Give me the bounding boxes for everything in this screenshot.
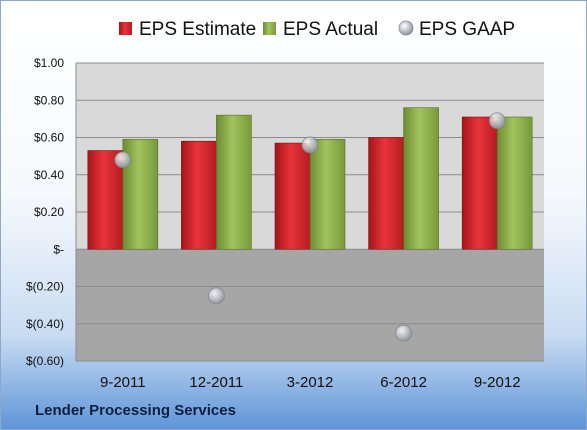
- x-tick-label: 9-2011: [100, 374, 146, 391]
- company-name: Lender Processing Services: [35, 402, 236, 419]
- bar-eps-estimate: [368, 137, 404, 250]
- legend-swatch: [263, 22, 276, 35]
- x-tick-label: 9-2012: [474, 374, 521, 391]
- y-tick-label: $0.60: [34, 131, 64, 145]
- x-tick-label: 12-2011: [189, 374, 243, 391]
- y-tick-label: $-: [53, 242, 64, 256]
- y-tick-label: $1.00: [34, 56, 64, 70]
- y-tick-label: $(0.40): [26, 317, 64, 331]
- point-eps-gaap: [114, 151, 132, 169]
- legend-label: EPS GAAP: [419, 19, 515, 40]
- bar-eps-estimate: [181, 140, 217, 250]
- y-tick-label: $0.20: [34, 205, 64, 219]
- legend-swatch: [119, 22, 132, 35]
- legend-label: EPS Estimate: [139, 19, 256, 40]
- point-eps-gaap: [301, 136, 319, 154]
- legend-label: EPS Actual: [283, 19, 378, 40]
- y-tick-label: $0.80: [34, 93, 64, 107]
- bar-eps-actual: [216, 114, 252, 250]
- y-tick-label: $(0.60): [26, 354, 64, 368]
- x-tick-label: 6-2012: [380, 374, 427, 391]
- point-eps-gaap: [395, 324, 413, 342]
- bar-eps-actual: [403, 107, 439, 250]
- y-tick-label: $0.40: [34, 168, 64, 182]
- point-eps-gaap: [207, 287, 225, 305]
- bar-eps-estimate: [87, 150, 124, 250]
- bar-eps-actual: [309, 139, 346, 250]
- point-eps-gaap: [488, 112, 506, 130]
- bar-eps-estimate: [461, 116, 498, 250]
- bar-eps-estimate: [274, 142, 311, 250]
- y-tick-label: $(0.20): [26, 280, 64, 294]
- bar-eps-actual: [496, 116, 533, 250]
- x-tick-label: 3-2012: [287, 374, 334, 391]
- legend-swatch: [398, 20, 414, 36]
- plot-area-negative: [76, 249, 544, 361]
